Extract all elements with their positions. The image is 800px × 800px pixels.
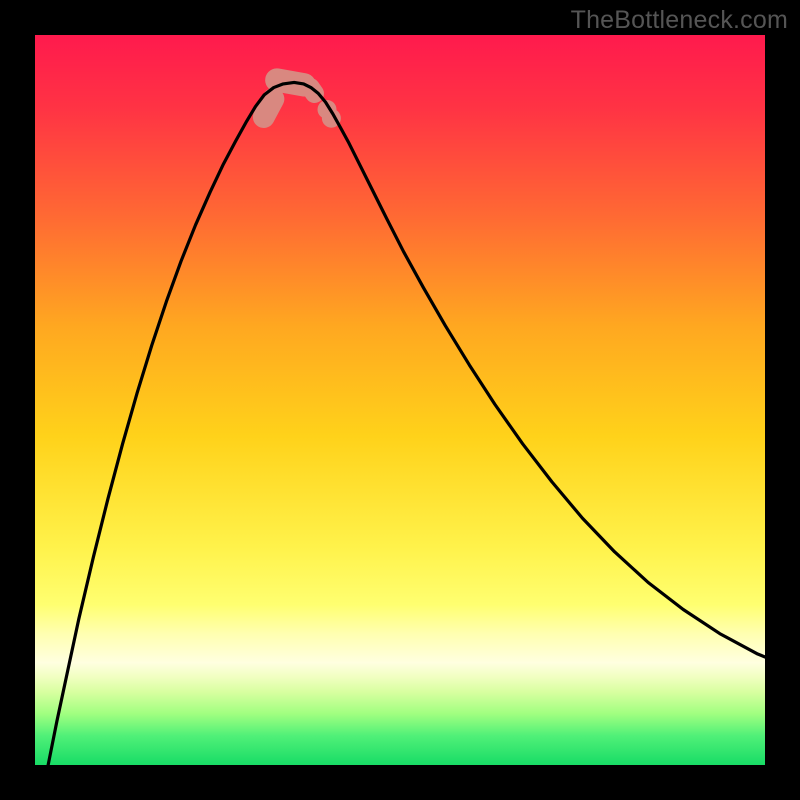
chart-overlay [35,35,765,765]
bottleneck-curve [48,82,765,765]
plot-area [35,35,765,765]
chart-frame: TheBottleneck.com [0,0,800,800]
watermark-text: TheBottleneck.com [571,6,788,35]
